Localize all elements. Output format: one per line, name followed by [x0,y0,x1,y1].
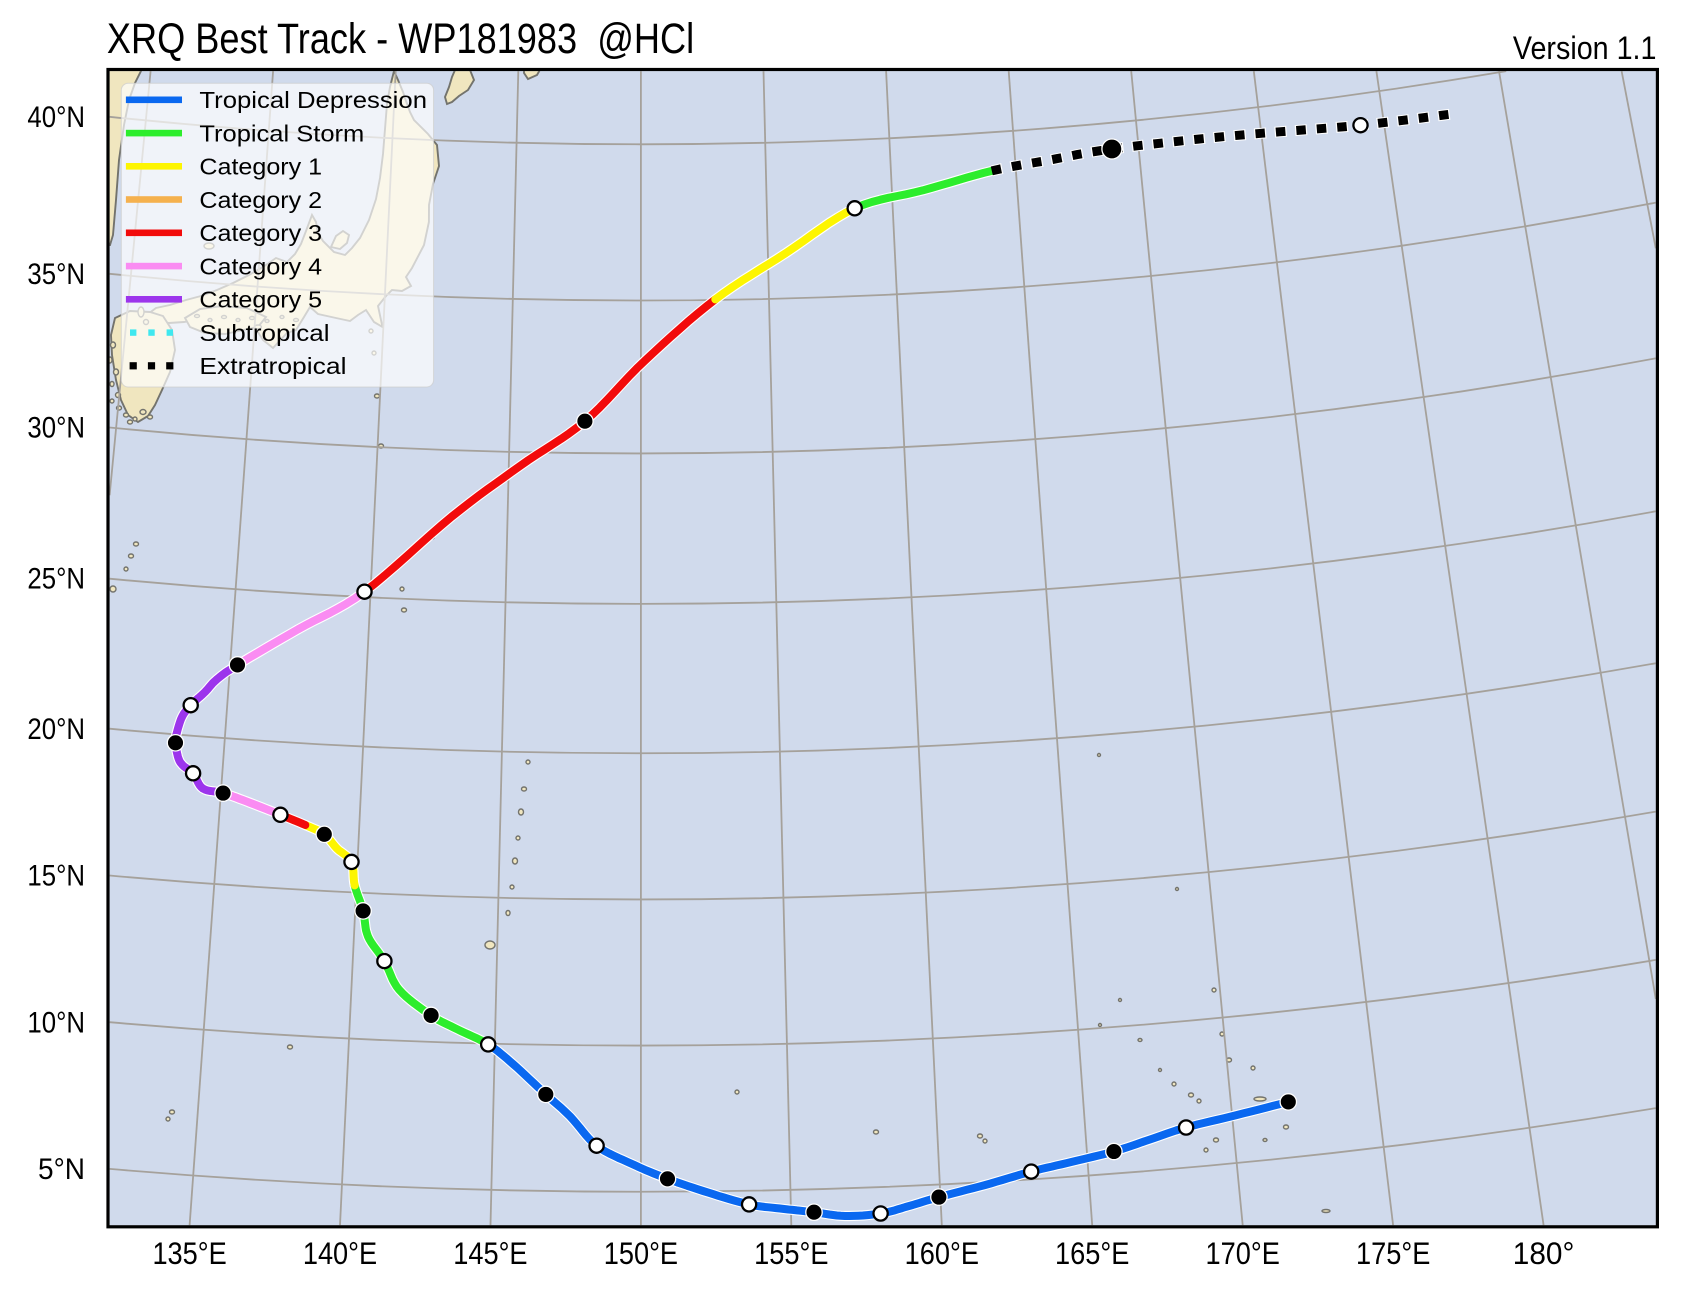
svg-text:25°N: 25°N [27,563,85,596]
svg-text:160°E: 160°E [905,1235,979,1271]
svg-text:Extratropical: Extratropical [199,353,346,379]
svg-text:180°: 180° [1513,1235,1575,1271]
svg-text:Category 2: Category 2 [199,187,322,213]
svg-text:5°N: 5°N [38,1153,85,1186]
svg-text:XRQ Best Track - WP181983 @HC: XRQ Best Track - WP181983 @HCl [107,15,694,63]
svg-text:Category 4: Category 4 [199,253,322,279]
svg-text:Category 1: Category 1 [199,154,322,180]
svg-text:135°E: 135°E [152,1235,226,1271]
svg-text:20°N: 20°N [27,713,85,746]
svg-text:Category 5: Category 5 [199,287,322,313]
svg-text:10°N: 10°N [27,1006,85,1039]
svg-text:Version 1.1: Version 1.1 [1513,30,1657,66]
svg-text:30°N: 30°N [27,412,85,445]
svg-text:145°E: 145°E [453,1235,527,1271]
svg-text:175°E: 175°E [1356,1235,1430,1271]
svg-text:170°E: 170°E [1206,1235,1280,1271]
svg-text:165°E: 165°E [1055,1235,1129,1271]
svg-text:Category 3: Category 3 [199,220,322,246]
svg-text:Subtropical: Subtropical [199,320,329,346]
svg-text:155°E: 155°E [754,1235,828,1271]
svg-text:Tropical Storm: Tropical Storm [199,120,364,146]
svg-text:150°E: 150°E [604,1235,678,1271]
svg-text:140°E: 140°E [303,1235,377,1271]
svg-text:15°N: 15°N [27,860,85,893]
svg-text:40°N: 40°N [27,101,85,134]
svg-text:35°N: 35°N [27,258,85,291]
svg-text:Tropical Depression: Tropical Depression [199,87,427,113]
